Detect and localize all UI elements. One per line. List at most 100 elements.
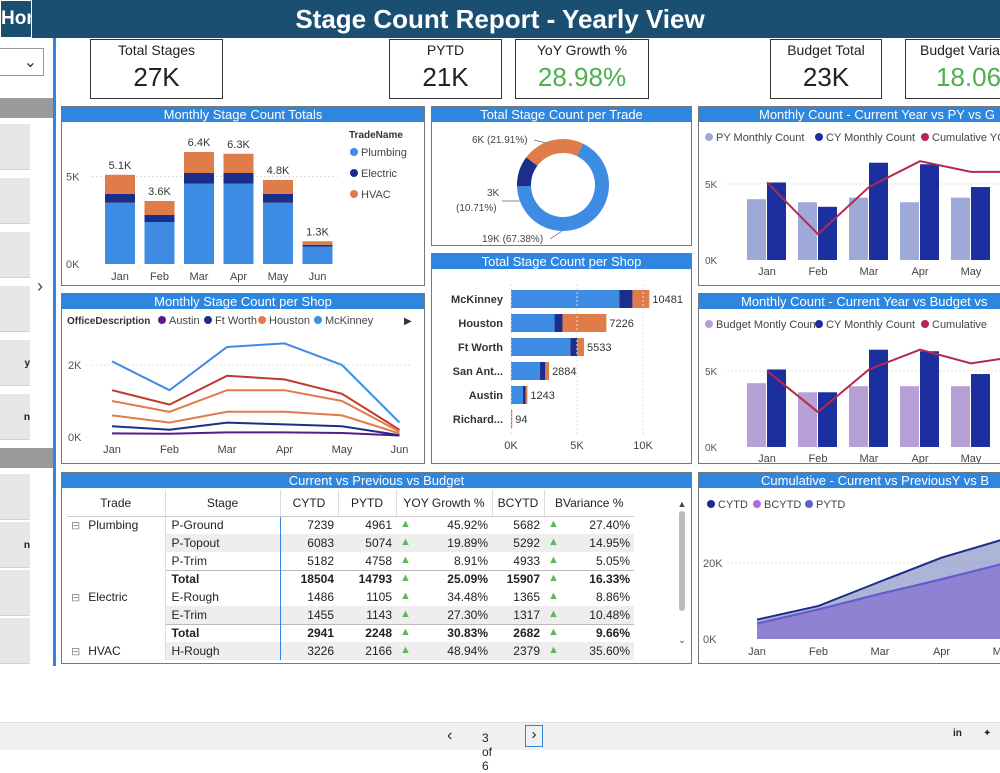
chevron-right-icon[interactable]: › xyxy=(37,276,43,297)
table-cell-number: 4933 xyxy=(492,552,544,570)
table-cell-number: 15907 xyxy=(492,570,544,588)
bar-segment-electric xyxy=(145,215,175,222)
up-arrow-icon: ▲ xyxy=(548,536,559,548)
data-label: 6K (21.91%) xyxy=(472,135,528,146)
table-cell-number: 4961 xyxy=(338,516,396,534)
table-cell-stage: P-Ground xyxy=(165,516,280,534)
chart-monthly-totals: 0K5K5.1KJan3.6KFeb6.4KMar6.3KApr4.8KMay1… xyxy=(62,122,424,286)
table-cell-trade xyxy=(67,570,165,588)
x-tick-label: 5K xyxy=(570,440,584,452)
col-header-cytd[interactable]: CYTD xyxy=(280,490,338,516)
table-scrollbar[interactable]: ▲ ⌄ xyxy=(676,499,688,649)
legend-b-label: CY Monthly Count xyxy=(826,132,915,144)
nav-button-5[interactable]: y xyxy=(0,340,30,386)
x-tick-label: Jun xyxy=(391,444,409,456)
bar-segment-plumbing xyxy=(511,386,523,404)
nav-button-6[interactable]: n xyxy=(0,394,30,440)
nav-button-4[interactable] xyxy=(0,286,30,332)
table-cell-trade xyxy=(67,606,165,624)
line-series-5 xyxy=(112,343,400,422)
collapse-icon[interactable]: ⊟ xyxy=(71,646,80,658)
nav-button-10[interactable] xyxy=(0,618,30,664)
bar-segment-hvac xyxy=(263,180,293,194)
legend-hvac-marker xyxy=(350,190,358,198)
scroll-down-icon[interactable]: ⌄ xyxy=(676,635,688,646)
x-tick-label: Jan xyxy=(758,453,776,464)
table-cell-trade-label: Electric xyxy=(88,590,127,604)
bar-py-monthly-count xyxy=(849,198,868,260)
collapse-icon[interactable]: ⊟ xyxy=(71,592,80,604)
x-tick-label: Jan xyxy=(748,646,766,658)
col-header-bvariance[interactable]: BVariance % xyxy=(544,490,634,516)
up-arrow-icon: ▲ xyxy=(400,536,411,548)
bar-segment-electric xyxy=(540,362,545,380)
home-button[interactable]: Home xyxy=(0,0,32,38)
kpi-label: YoY Growth % xyxy=(516,42,648,58)
data-label: 2884 xyxy=(552,366,576,378)
y-tick-label: 5K xyxy=(66,172,80,184)
scroll-thumb[interactable] xyxy=(679,511,685,611)
nav-button-2[interactable] xyxy=(0,178,30,224)
table-cell-percent: ▲35.60% xyxy=(544,642,634,660)
legend-bcytd-marker xyxy=(753,500,761,508)
collapse-icon[interactable]: ⊟ xyxy=(71,520,80,532)
legend-austin-marker xyxy=(158,316,166,324)
panel-cy-budget: Monthly Count - Current Year vs Budget v… xyxy=(698,293,1000,464)
prev-page-icon[interactable]: ‹ xyxy=(447,727,452,745)
y-tick-label: 0K xyxy=(66,259,80,271)
legend-b-marker xyxy=(815,133,823,141)
legend-houston-label: Houston xyxy=(269,315,310,327)
table-cell-number: 1486 xyxy=(280,588,338,606)
table-cell-trade-label: HVAC xyxy=(88,644,120,658)
table-cell-value: 35.60% xyxy=(589,644,630,658)
legend-scroll-icon: ▶ xyxy=(404,316,412,327)
x-tick-label: May xyxy=(961,453,982,464)
bar-segment-electric xyxy=(619,290,632,308)
data-label: 5.1K xyxy=(109,160,132,172)
data-label: 6.3K xyxy=(227,139,250,151)
pane-divider xyxy=(0,98,53,118)
filter-dropdown[interactable]: ⌄ xyxy=(0,48,44,76)
panel-title: Monthly Stage Count per Shop xyxy=(62,294,424,309)
panel-title: Current vs Previous vs Budget xyxy=(62,473,691,488)
nav-button-3[interactable] xyxy=(0,232,30,278)
legend-a-marker xyxy=(705,320,713,328)
col-header-yoy[interactable]: YOY Growth % xyxy=(396,490,492,516)
area-pytd xyxy=(757,564,1000,639)
table-cell-percent: ▲8.91% xyxy=(396,552,492,570)
bar-segment-electric xyxy=(105,194,135,203)
col-header-trade[interactable]: Trade xyxy=(67,490,165,516)
x-tick-label: Mar xyxy=(218,444,237,456)
scroll-up-icon[interactable]: ▲ xyxy=(676,499,688,509)
bar-segment-plumbing xyxy=(105,203,135,264)
twitter-icon[interactable]: ✦ xyxy=(983,728,997,742)
kpi-yoy-growth: YoY Growth % 28.98% xyxy=(515,39,649,99)
panel-title: Monthly Count - Current Year vs PY vs G xyxy=(699,107,1000,122)
up-arrow-icon: ▲ xyxy=(548,626,559,638)
table-cell-number: 7239 xyxy=(280,516,338,534)
bar-cy-monthly-count xyxy=(920,164,939,260)
nav-button-1[interactable] xyxy=(0,124,30,170)
table-cell-number: 1317 xyxy=(492,606,544,624)
col-header-pytd[interactable]: PYTD xyxy=(338,490,396,516)
y-category-label: San Ant... xyxy=(453,366,503,378)
table-cell-percent: ▲45.92% xyxy=(396,516,492,534)
col-header-stage[interactable]: Stage xyxy=(165,490,280,516)
nav-button-8[interactable]: n xyxy=(0,522,30,568)
table-cell-number: 2379 xyxy=(492,642,544,660)
nav-button-9[interactable] xyxy=(0,570,30,616)
linkedin-icon[interactable]: in xyxy=(953,728,967,742)
next-page-icon[interactable]: › xyxy=(525,725,543,747)
x-tick-label: Apr xyxy=(276,444,293,456)
col-header-bcytd[interactable]: BCYTD xyxy=(492,490,544,516)
up-arrow-icon: ▲ xyxy=(400,590,411,602)
table-cell-number: 1455 xyxy=(280,606,338,624)
data-label: 10481 xyxy=(652,294,683,306)
x-tick-label: 0K xyxy=(504,440,518,452)
table-cell-value: 5.05% xyxy=(596,554,630,568)
y-tick-label: 0K xyxy=(68,432,82,444)
nav-button-7[interactable] xyxy=(0,474,30,520)
